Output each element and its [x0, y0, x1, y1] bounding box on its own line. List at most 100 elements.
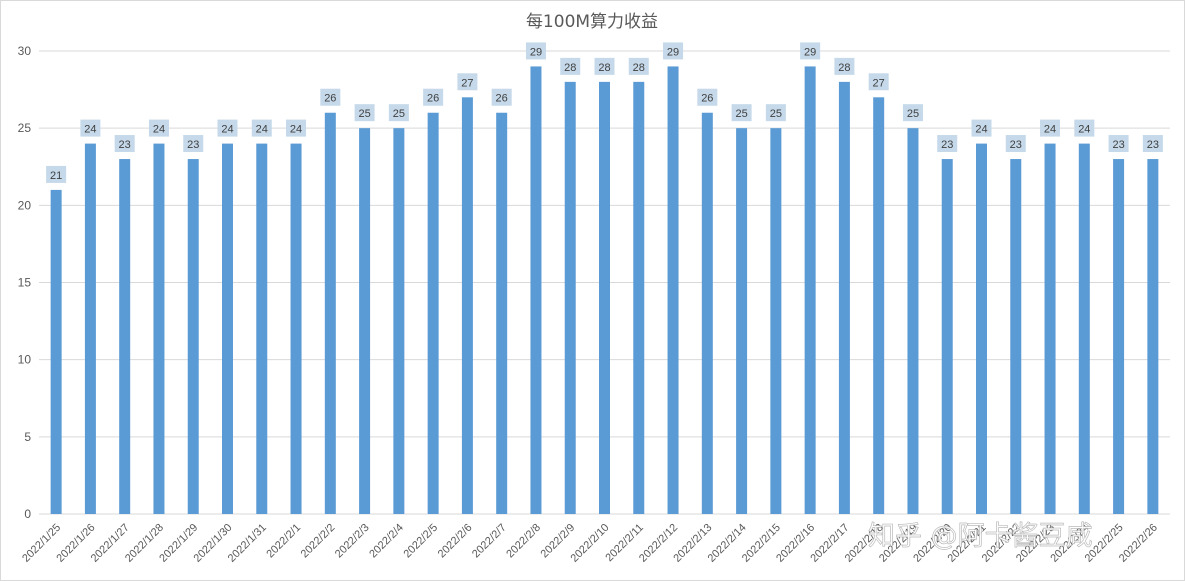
bar: [461, 97, 473, 515]
data-label-box: [525, 42, 546, 60]
data-label: 21: [50, 170, 62, 182]
y-tick-label: 20: [18, 198, 32, 212]
y-tick-label: 25: [18, 121, 32, 135]
data-label: 24: [84, 124, 96, 136]
bar: [941, 159, 953, 515]
data-label-box: [628, 57, 649, 75]
data-label-box: [491, 88, 512, 106]
bar: [599, 81, 610, 514]
data-label: 25: [907, 108, 919, 120]
y-tick-label: 10: [18, 353, 32, 367]
bar: [1078, 143, 1090, 514]
bar: [290, 143, 302, 514]
data-label-box: [423, 88, 444, 106]
data-label-box: [1108, 135, 1129, 153]
x-tick-label: 2022/2/2: [299, 522, 338, 561]
x-tick-label: 2022/2/1: [264, 522, 303, 561]
bar: [838, 81, 850, 514]
data-label-box: [765, 104, 786, 122]
data-label: 29: [530, 46, 542, 58]
data-label: 29: [804, 46, 816, 58]
data-label: 24: [256, 124, 268, 136]
y-tick-label: 15: [18, 276, 32, 290]
data-label-box: [148, 119, 169, 137]
data-label: 24: [975, 124, 987, 136]
data-label: 27: [873, 77, 885, 89]
bar: [907, 128, 919, 514]
data-label-box: [971, 119, 992, 137]
data-label-box: [868, 73, 889, 91]
data-label-box: [1040, 119, 1061, 137]
data-label-box: [594, 57, 615, 75]
x-tick-label: 2022/2/5: [401, 522, 440, 561]
bar: [1010, 159, 1022, 515]
x-tick-label: 2022/2/8: [504, 522, 543, 561]
data-label: 28: [598, 62, 610, 74]
bar: [564, 81, 576, 514]
data-label: 24: [221, 124, 233, 136]
y-tick-label: 0: [24, 507, 31, 521]
x-tick-label: 2022/2/4: [367, 522, 406, 561]
bar: [393, 128, 405, 514]
data-label: 26: [701, 93, 713, 105]
data-label: 29: [667, 46, 679, 58]
bar: [1147, 159, 1159, 515]
bar: [667, 66, 679, 514]
data-label: 23: [187, 139, 199, 151]
data-label-box: [800, 42, 821, 60]
data-label-box: [560, 57, 581, 75]
data-label: 23: [941, 139, 953, 151]
data-label: 23: [1010, 139, 1022, 151]
x-tick-label: 2022/2/6: [436, 522, 475, 561]
bar: [701, 112, 713, 514]
bar: [222, 143, 233, 514]
bar: [530, 66, 542, 514]
data-label: 23: [1112, 139, 1124, 151]
data-label-box: [1074, 119, 1095, 137]
data-label: 28: [564, 62, 576, 74]
data-label: 24: [1044, 124, 1056, 136]
bar: [119, 159, 131, 515]
bar: [324, 112, 336, 514]
bar: [50, 189, 62, 514]
data-label: 26: [427, 93, 439, 105]
bar: [1044, 143, 1056, 514]
bar: [256, 143, 268, 514]
data-label-box: [697, 88, 718, 106]
data-label-box: [663, 42, 684, 60]
bar: [873, 97, 885, 515]
bar: [976, 143, 987, 514]
x-tick-label: 2022/2/7: [470, 522, 509, 561]
data-label-box: [1005, 135, 1026, 153]
data-label: 25: [393, 108, 405, 120]
data-label: 26: [324, 93, 336, 105]
data-label-box: [937, 135, 958, 153]
data-label-box: [114, 135, 135, 153]
data-label-box: [457, 73, 478, 91]
data-label: 24: [1078, 124, 1090, 136]
data-label: 25: [770, 108, 782, 120]
data-label-box: [902, 104, 923, 122]
data-label: 26: [496, 93, 508, 105]
bar: [359, 128, 371, 514]
data-label-box: [183, 135, 204, 153]
bar: [153, 143, 165, 514]
bar: [427, 112, 439, 514]
bar: [770, 128, 782, 514]
data-label: 24: [290, 124, 302, 136]
bar: [187, 159, 199, 515]
data-label: 25: [358, 108, 370, 120]
data-label: 25: [735, 108, 747, 120]
data-label-box: [286, 119, 307, 137]
bar: [1113, 159, 1125, 515]
y-tick-label: 30: [18, 44, 32, 58]
data-label-box: [354, 104, 375, 122]
bar: [84, 143, 96, 514]
data-label: 28: [633, 62, 645, 74]
data-label-box: [251, 119, 272, 137]
bar: [804, 66, 816, 514]
data-label-box: [320, 88, 341, 106]
y-tick-label: 5: [24, 430, 31, 444]
data-label-box: [217, 119, 238, 137]
